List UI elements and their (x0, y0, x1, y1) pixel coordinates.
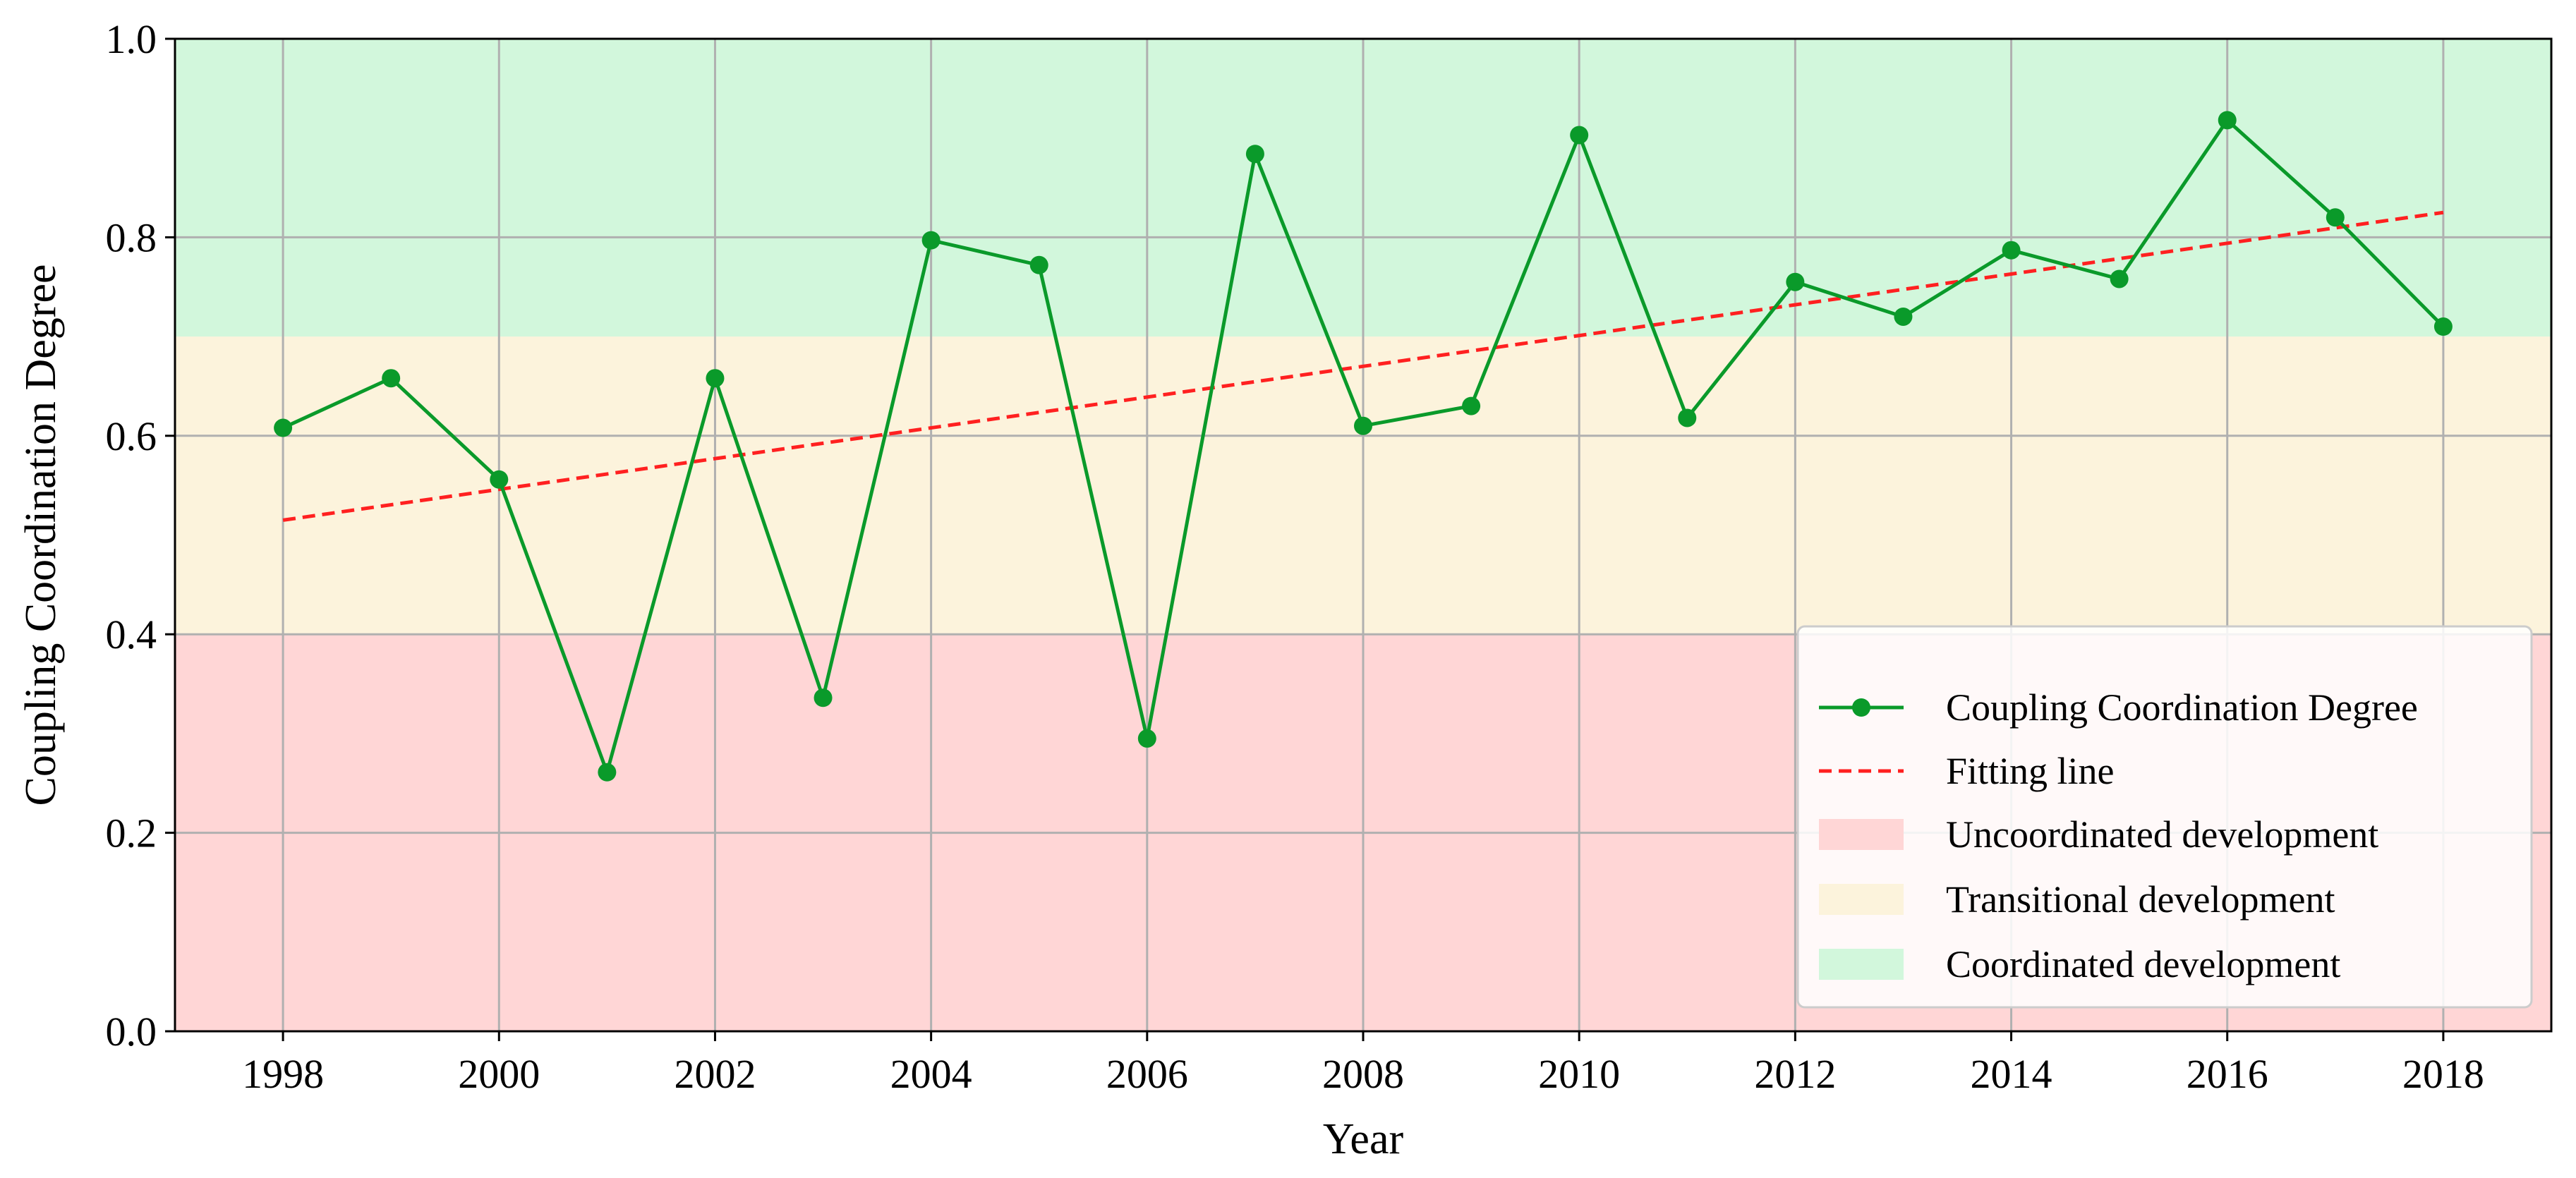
ccd-point-2010 (1570, 126, 1589, 145)
x-tick-label-2004: 2004 (890, 1051, 972, 1097)
legend-handle-band-1 (1819, 884, 1904, 915)
ccd-point-1998 (274, 418, 293, 437)
x-tick-label-2008: 2008 (1322, 1051, 1404, 1097)
ccd-point-2015 (2110, 269, 2129, 289)
ccd-point-2006 (1137, 729, 1156, 748)
axes: 1998 2000 2002 2004 2006 2008 2010 2012 2014 2016… (106, 16, 2484, 1097)
legend-handle-band-0 (1819, 819, 1904, 850)
ccd-point-1999 (382, 369, 401, 388)
ccd-point-2012 (1786, 272, 1805, 291)
x-axis-label: Year (1323, 1115, 1404, 1163)
ccd-point-2002 (706, 369, 725, 388)
y-tick-label-0.0: 0.0 (106, 1009, 157, 1055)
y-tick-label-0.2: 0.2 (106, 810, 157, 856)
y-tick-label-0.4: 0.4 (106, 612, 157, 657)
y-tick-label-0.6: 0.6 (106, 413, 157, 459)
ccd-point-2001 (598, 763, 617, 782)
fitting-line (282, 210, 2444, 522)
x-tick-label-2016: 2016 (2187, 1051, 2268, 1097)
y-tick-label-1.0: 1.0 (106, 16, 157, 62)
ccd-point-2004 (921, 231, 941, 250)
series-layer (274, 111, 2453, 782)
ccd-point-2009 (1462, 396, 1481, 415)
ccd-point-2018 (2433, 317, 2453, 336)
ccd-point-2017 (2326, 208, 2345, 227)
legend-box (1796, 625, 2533, 1009)
legend: Coupling Coordination Degree Fitting line… (1796, 625, 2533, 1009)
legend-label-3: Transitional development (1946, 878, 2335, 921)
x-tick-label-2012: 2012 (1754, 1051, 1836, 1097)
legend-label-0: Coupling Coordination Degree (1946, 686, 2418, 729)
ccd-point-2016 (2218, 111, 2237, 130)
ccd-point-2013 (1894, 307, 1913, 326)
legend-label-2: Uncoordinated development (1946, 813, 2378, 856)
legend-handle-ccd-marker (1852, 698, 1870, 717)
x-tick-label-2002: 2002 (674, 1051, 756, 1097)
legend-label-1: Fitting line (1946, 750, 2115, 792)
ccd-point-2003 (814, 688, 833, 708)
ccd-point-2000 (490, 470, 509, 489)
x-tick-label-2014: 2014 (1971, 1051, 2052, 1097)
legend-handle-band-2 (1819, 949, 1904, 980)
x-tick-label-2000: 2000 (458, 1051, 540, 1097)
x-tick-label-1998: 1998 (242, 1051, 324, 1097)
x-tick-label-2010: 2010 (1538, 1051, 1620, 1097)
ccd-point-2014 (2002, 241, 2021, 260)
x-tick-label-2018: 2018 (2402, 1051, 2484, 1097)
y-tick-label-0.8: 0.8 (106, 214, 157, 260)
ccd-point-2005 (1029, 255, 1048, 274)
ccd-point-2007 (1245, 145, 1264, 164)
y-axis-label: Coupling Coordination Degree (17, 265, 65, 806)
ccd-point-2011 (1678, 408, 1697, 427)
legend-label-4: Coordinated development (1946, 943, 2340, 985)
ccd-point-2008 (1354, 416, 1372, 435)
x-tick-label-2006: 2006 (1106, 1051, 1188, 1097)
